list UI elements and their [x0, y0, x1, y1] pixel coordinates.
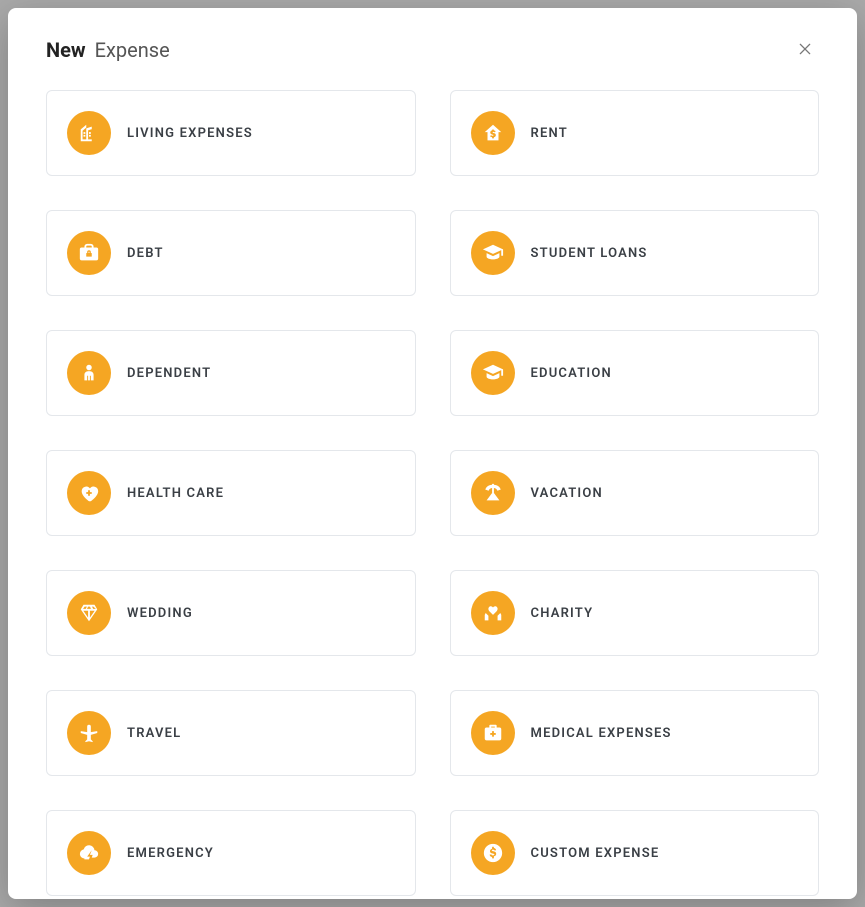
modal-title-bold: New — [46, 38, 86, 62]
category-card-wedding[interactable]: WEDDING — [46, 570, 416, 656]
category-grid: LIVING EXPENSES RENT DEBT STUDENT LOANS DEPE… — [46, 90, 819, 896]
cloud-bolt-icon — [67, 831, 111, 875]
med-kit-icon — [471, 711, 515, 755]
category-card-student-loans[interactable]: STUDENT LOANS — [450, 210, 820, 296]
beach-icon — [471, 471, 515, 515]
briefcase-lock-icon — [67, 231, 111, 275]
category-label: DEBT — [127, 246, 164, 261]
home-dollar-icon — [471, 111, 515, 155]
category-label: HEALTH CARE — [127, 486, 224, 501]
modal-body: LIVING EXPENSES RENT DEBT STUDENT LOANS DEPE… — [8, 74, 857, 899]
category-card-travel[interactable]: TRAVEL — [46, 690, 416, 776]
category-card-rent[interactable]: RENT — [450, 90, 820, 176]
close-button[interactable] — [791, 36, 819, 64]
diamond-icon — [67, 591, 111, 635]
category-label: CUSTOM EXPENSE — [531, 846, 660, 861]
category-card-education[interactable]: EDUCATION — [450, 330, 820, 416]
category-label: MEDICAL EXPENSES — [531, 726, 672, 741]
category-card-charity[interactable]: CHARITY — [450, 570, 820, 656]
category-label: VACATION — [531, 486, 603, 501]
category-card-living-expenses[interactable]: LIVING EXPENSES — [46, 90, 416, 176]
category-label: TRAVEL — [127, 726, 181, 741]
category-label: STUDENT LOANS — [531, 246, 648, 261]
close-icon — [797, 41, 813, 60]
category-card-dependent[interactable]: DEPENDENT — [46, 330, 416, 416]
modal-title-light: Expense — [95, 38, 170, 62]
category-card-custom-expense[interactable]: CUSTOM EXPENSE — [450, 810, 820, 896]
person-icon — [67, 351, 111, 395]
hands-heart-icon — [471, 591, 515, 635]
category-label: WEDDING — [127, 606, 193, 621]
category-card-vacation[interactable]: VACATION — [450, 450, 820, 536]
category-label: EDUCATION — [531, 366, 612, 381]
category-card-medical-expenses[interactable]: MEDICAL EXPENSES — [450, 690, 820, 776]
plane-icon — [67, 711, 111, 755]
category-label: EMERGENCY — [127, 846, 214, 861]
grad-cap-icon — [471, 231, 515, 275]
category-card-emergency[interactable]: EMERGENCY — [46, 810, 416, 896]
building-icon — [67, 111, 111, 155]
category-label: LIVING EXPENSES — [127, 126, 253, 141]
category-card-debt[interactable]: DEBT — [46, 210, 416, 296]
dollar-circle-icon — [471, 831, 515, 875]
new-expense-modal: New Expense LIVING EXPENSES RENT DEBT STUDE… — [8, 8, 857, 899]
category-label: RENT — [531, 126, 568, 141]
grad-cap-icon — [471, 351, 515, 395]
category-label: DEPENDENT — [127, 366, 211, 381]
category-card-health-care[interactable]: HEALTH CARE — [46, 450, 416, 536]
modal-header: New Expense — [8, 8, 857, 74]
category-label: CHARITY — [531, 606, 594, 621]
heart-plus-icon — [67, 471, 111, 515]
modal-title: New Expense — [46, 38, 170, 62]
